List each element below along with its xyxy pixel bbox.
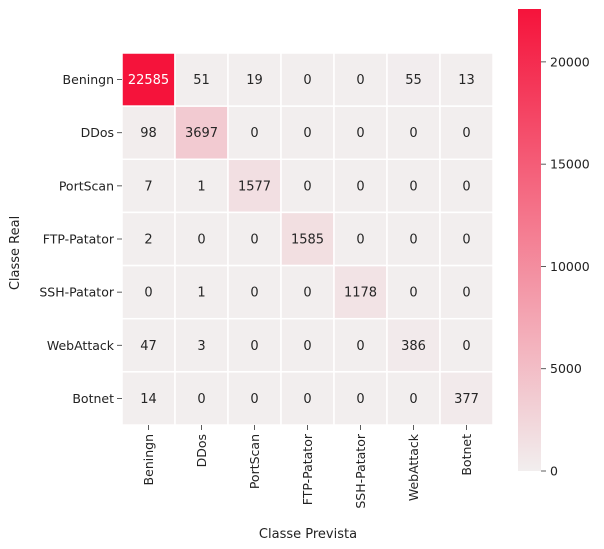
heatmap-cell <box>439 105 494 161</box>
y-tick-label: SSH-Patator <box>39 285 115 300</box>
cell-value-label: 0 <box>356 73 364 88</box>
heatmap-cell <box>227 264 282 320</box>
y-tick-label: Botnet <box>72 391 114 406</box>
heatmap-cell <box>333 105 388 161</box>
heatmap-cell <box>386 211 441 267</box>
cell-value-label: 22585 <box>128 73 169 88</box>
cell-value-label: 0 <box>409 233 417 248</box>
heatmap-cell <box>174 317 229 373</box>
cell-value-label: 0 <box>462 286 470 301</box>
heatmap-cell <box>174 211 229 267</box>
colorbar-tick-label: 15000 <box>550 157 590 172</box>
cell-value-label: 0 <box>250 392 258 407</box>
heatmap-cell <box>439 211 494 267</box>
y-tick-label: FTP-Patator <box>43 232 115 247</box>
cell-value-label: 14 <box>140 392 157 407</box>
cell-value-label: 1577 <box>238 179 271 194</box>
heatmap-cell <box>439 371 494 426</box>
cell-value-label: 98 <box>140 126 157 141</box>
y-tick-label: WebAttack <box>47 338 115 353</box>
cell-value-label: 55 <box>405 73 422 88</box>
heatmap-cell <box>174 52 229 107</box>
y-axis-title: Classe Real <box>8 216 23 290</box>
cell-value-label: 0 <box>409 179 417 194</box>
x-tick-label: Botnet <box>459 434 474 476</box>
cell-value-label: 3697 <box>185 126 218 141</box>
heatmap-cell <box>227 158 282 214</box>
cell-value-label: 0 <box>303 339 311 354</box>
heatmap-cell <box>439 158 494 214</box>
heatmap-cell <box>439 317 494 373</box>
cell-value-label: 0 <box>303 286 311 301</box>
y-tick-label: Beningn <box>63 72 114 87</box>
cell-value-label: 0 <box>197 392 205 407</box>
heatmap-cell <box>174 158 229 214</box>
cell-value-label: 13 <box>458 73 475 88</box>
colorbar-tick-label: 10000 <box>550 259 590 274</box>
x-tick-label: WebAttack <box>406 433 421 501</box>
heatmap-cell <box>280 158 335 214</box>
cell-value-label: 0 <box>250 286 258 301</box>
heatmap-cell <box>227 105 282 161</box>
y-tick-label: DDos <box>81 125 114 140</box>
x-tick-label: PortScan <box>247 434 262 489</box>
heatmap-cell <box>333 371 388 426</box>
cell-value-label: 377 <box>454 392 479 407</box>
cell-value-label: 0 <box>250 339 258 354</box>
cell-value-label: 386 <box>401 339 426 354</box>
cell-value-label: 51 <box>193 73 210 88</box>
cell-value-label: 0 <box>250 126 258 141</box>
colorbar <box>518 9 541 471</box>
cell-value-label: 47 <box>140 339 157 354</box>
colorbar-tick-label: 20000 <box>550 54 590 69</box>
heatmap-cell <box>386 371 441 426</box>
colorbar-tick-label: 5000 <box>550 361 582 376</box>
cell-value-label: 3 <box>197 339 205 354</box>
heatmap-cell <box>227 371 282 426</box>
cell-value-label: 0 <box>356 233 364 248</box>
cell-value-label: 0 <box>462 339 470 354</box>
cell-value-label: 0 <box>356 392 364 407</box>
cell-value-label: 0 <box>409 392 417 407</box>
cell-value-label: 0 <box>144 286 152 301</box>
heatmap-cell <box>386 158 441 214</box>
cell-value-label: 0 <box>356 339 364 354</box>
cell-value-label: 0 <box>356 126 364 141</box>
cell-value-label: 1 <box>197 179 205 194</box>
cell-value-label: 1178 <box>344 286 377 301</box>
cell-value-label: 0 <box>303 392 311 407</box>
cell-value-label: 0 <box>303 126 311 141</box>
cell-value-label: 0 <box>409 126 417 141</box>
cell-value-label: 2 <box>144 233 152 248</box>
colorbar-tick-label: 0 <box>550 464 558 479</box>
cell-value-label: 0 <box>303 73 311 88</box>
cell-value-label: 19 <box>246 73 263 88</box>
cell-value-label: 0 <box>462 126 470 141</box>
heatmap-cell <box>121 317 176 373</box>
cell-value-label: 0 <box>356 179 364 194</box>
heatmap-cell <box>333 158 388 214</box>
heatmap-cell <box>121 264 176 320</box>
y-tick-label: PortScan <box>59 178 114 193</box>
heatmap-cell <box>280 371 335 426</box>
cell-value-label: 7 <box>144 179 152 194</box>
heatmap-cell <box>121 211 176 267</box>
cell-value-label: 0 <box>197 233 205 248</box>
x-tick-label: FTP-Patator <box>300 433 315 505</box>
cell-value-label: 0 <box>303 179 311 194</box>
x-tick-label: Beningn <box>141 434 156 485</box>
heatmap-cell <box>386 52 441 107</box>
cell-value-label: 1585 <box>291 233 324 248</box>
x-tick-label: DDos <box>194 434 209 467</box>
cell-value-label: 1 <box>197 286 205 301</box>
cell-value-label: 0 <box>462 233 470 248</box>
x-axis-title: Classe Prevista <box>259 527 357 542</box>
cell-value-label: 0 <box>462 179 470 194</box>
cell-value-label: 0 <box>409 286 417 301</box>
x-tick-label: SSH-Patator <box>353 433 368 509</box>
cell-value-label: 0 <box>250 233 258 248</box>
